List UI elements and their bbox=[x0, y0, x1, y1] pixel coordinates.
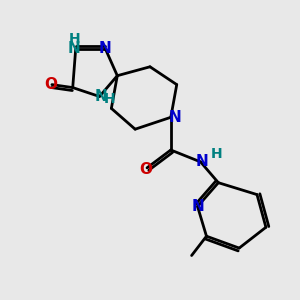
Text: H: H bbox=[104, 92, 116, 106]
Text: H: H bbox=[68, 32, 80, 46]
Text: N: N bbox=[94, 89, 107, 104]
Text: O: O bbox=[139, 162, 152, 177]
Text: N: N bbox=[99, 41, 112, 56]
Text: N: N bbox=[169, 110, 182, 125]
Text: H: H bbox=[211, 148, 223, 161]
Text: N: N bbox=[68, 41, 81, 56]
Text: O: O bbox=[44, 77, 57, 92]
Text: N: N bbox=[196, 154, 208, 169]
Text: N: N bbox=[191, 199, 204, 214]
